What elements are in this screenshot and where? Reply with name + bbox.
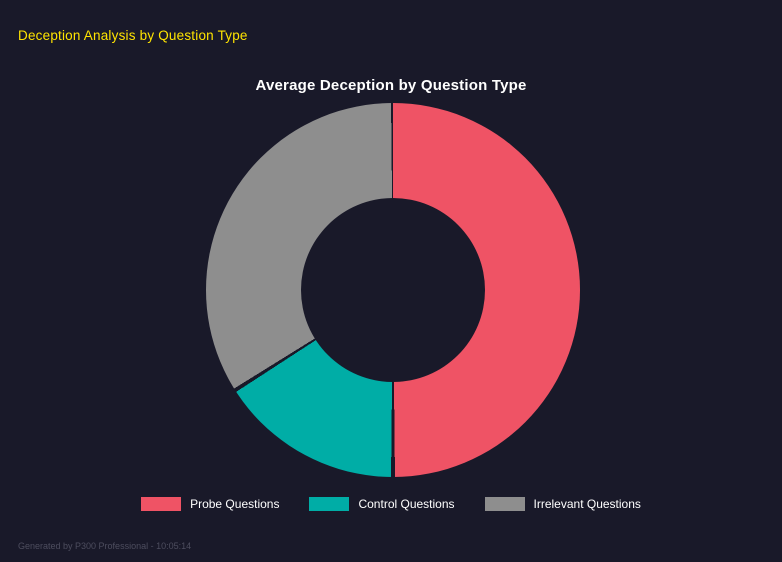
legend-swatch: [484, 497, 525, 511]
chart-title: Average Deception by Question Type: [255, 77, 527, 94]
donut-hole: [301, 198, 485, 382]
page-title: Deception Analysis by Question Type: [18, 28, 248, 43]
legend-label: Irrelevant Questions: [533, 497, 641, 511]
legend-item-probe[interactable]: Probe Questions: [141, 497, 279, 511]
legend-item-control[interactable]: Control Questions: [309, 497, 455, 511]
legend-item-irrelevant[interactable]: Irrelevant Questions: [484, 497, 641, 511]
donut-chart: [206, 103, 580, 477]
legend-swatch: [309, 497, 350, 511]
legend-label: Probe Questions: [190, 497, 280, 511]
chart-legend: Probe Questions Control Questions Irrele…: [0, 497, 782, 511]
legend-swatch: [141, 497, 182, 511]
footer-text: Generated by P300 Professional - 10:05:1…: [18, 541, 192, 551]
legend-label: Control Questions: [358, 497, 455, 511]
